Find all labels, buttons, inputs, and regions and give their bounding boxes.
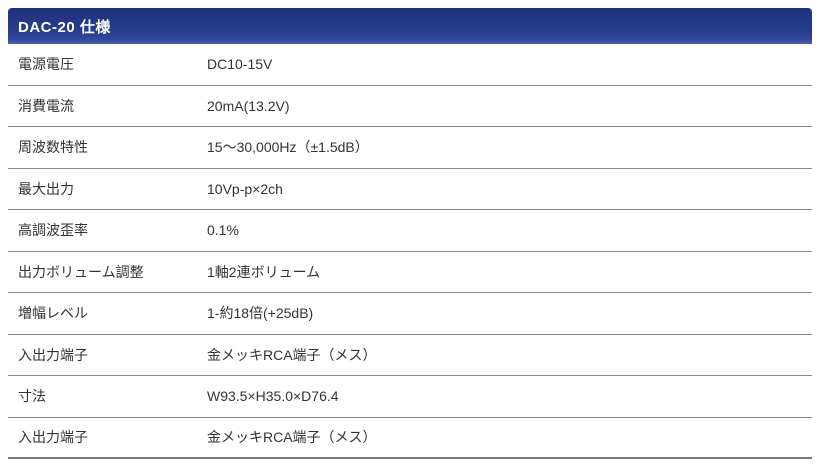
- spec-value: 20mA(13.2V): [207, 97, 290, 114]
- spec-value: W93.5×H35.0×D76.4: [207, 388, 339, 405]
- spec-value: 0.1%: [207, 222, 239, 239]
- spec-label: 周波数特性: [18, 139, 88, 156]
- spec-row: 最大出力 10Vp-p×2ch: [8, 169, 812, 210]
- spec-row: 高調波歪率 0.1%: [8, 210, 812, 252]
- section-header-bar: DAC-20 仕様: [8, 8, 812, 44]
- spec-value: 金メッキRCA端子（メス）: [207, 346, 377, 363]
- spec-row: 消費電流 20mA(13.2V): [8, 86, 812, 127]
- spec-row: 入出力端子 金メッキRCA端子（メス）: [8, 335, 812, 376]
- spec-label: 高調波歪率: [18, 222, 88, 239]
- spec-label: 最大出力: [18, 180, 74, 197]
- spec-row: 出力ボリューム調整 1軸2連ボリューム: [8, 252, 812, 293]
- spec-row: 寸法 W93.5×H35.0×D76.4: [8, 376, 812, 418]
- spec-value: 1-約18倍(+25dB): [207, 305, 314, 322]
- spec-label: 電源電圧: [18, 56, 74, 73]
- spec-row: 入出力端子 金メッキRCA端子（メス）: [8, 418, 812, 459]
- spec-label: 入出力端子: [18, 346, 88, 363]
- spec-row: 電源電圧 DC10-15V: [8, 44, 812, 86]
- spec-label: 出力ボリューム調整: [18, 263, 144, 280]
- spec-label: 消費電流: [18, 97, 74, 114]
- section-title: DAC-20 仕様: [18, 18, 111, 36]
- spec-label: 増幅レベル: [18, 305, 88, 322]
- spec-value: 15～30,000Hz（±1.5dB）: [207, 139, 369, 156]
- spec-label: 入出力端子: [18, 429, 88, 446]
- spec-value: 10Vp-p×2ch: [207, 180, 283, 197]
- spec-value: 1軸2連ボリューム: [207, 263, 321, 280]
- spec-value: DC10-15V: [207, 56, 273, 73]
- spec-row: 増幅レベル 1-約18倍(+25dB): [8, 293, 812, 335]
- spec-row: 周波数特性 15～30,000Hz（±1.5dB）: [8, 127, 812, 169]
- spec-value: 金メッキRCA端子（メス）: [207, 429, 377, 446]
- spec-table: 電源電圧 DC10-15V 消費電流 20mA(13.2V) 周波数特性 15～…: [8, 44, 812, 459]
- spec-label: 寸法: [18, 388, 46, 405]
